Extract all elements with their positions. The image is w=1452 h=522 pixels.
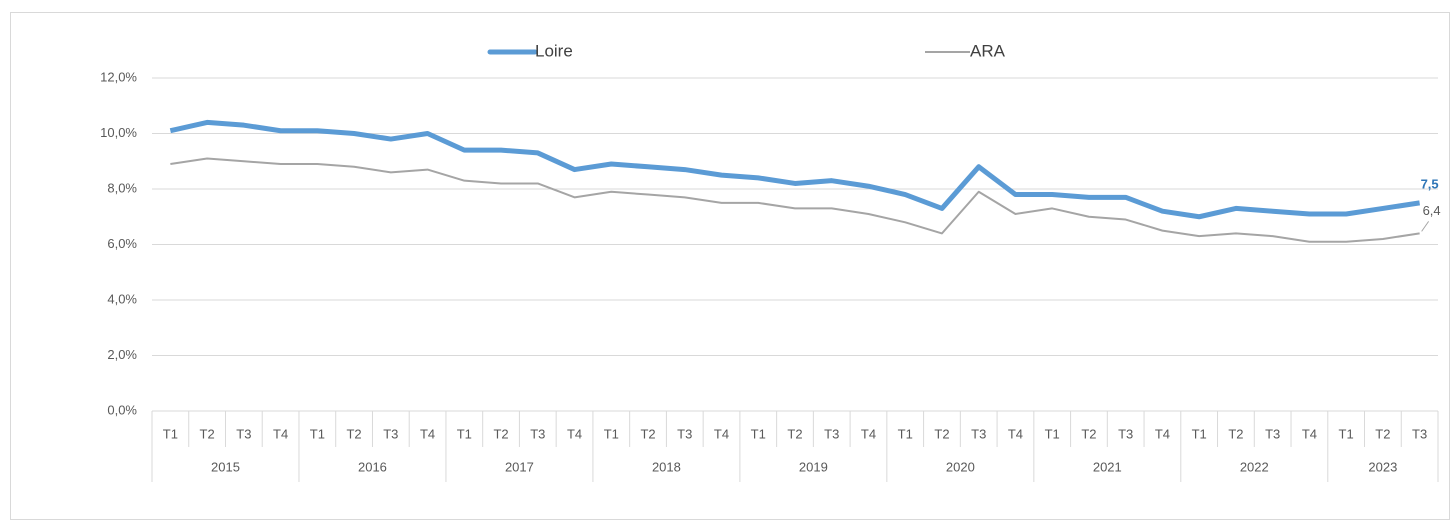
x-group-label: 2018 — [652, 459, 681, 474]
x-tick-label: T1 — [163, 426, 178, 441]
x-tick-label: T2 — [1228, 426, 1243, 441]
x-tick-label: T2 — [1081, 426, 1096, 441]
x-tick-label: T3 — [677, 426, 692, 441]
x-group-label: 2019 — [799, 459, 828, 474]
x-tick-label: T3 — [530, 426, 545, 441]
chart-border — [10, 12, 1450, 520]
y-tick-label: 6,0% — [107, 236, 137, 251]
x-tick-label: T4 — [861, 426, 876, 441]
x-tick-label: T1 — [310, 426, 325, 441]
data-label: 7,5 — [1421, 176, 1439, 191]
x-tick-label: T2 — [1375, 426, 1390, 441]
x-group-label: 2020 — [946, 459, 975, 474]
x-tick-label: T4 — [1155, 426, 1170, 441]
x-tick-label: T4 — [714, 426, 729, 441]
leader-line — [1421, 221, 1430, 232]
x-tick-label: T2 — [346, 426, 361, 441]
x-tick-label: T3 — [236, 426, 251, 441]
y-tick-label: 4,0% — [107, 291, 137, 306]
x-tick-label: T2 — [787, 426, 802, 441]
x-tick-label: T3 — [971, 426, 986, 441]
x-tick-label: T3 — [1412, 426, 1427, 441]
x-tick-label: T3 — [824, 426, 839, 441]
x-tick-label: T2 — [200, 426, 215, 441]
y-tick-label: 0,0% — [107, 402, 137, 417]
x-tick-label: T4 — [1302, 426, 1317, 441]
x-tick-label: T1 — [1192, 426, 1207, 441]
legend-label: Loire — [535, 41, 573, 60]
series-line — [170, 157, 1420, 243]
x-tick-label: T4 — [567, 426, 582, 441]
x-tick-label: T2 — [493, 426, 508, 441]
x-group-label: 2023 — [1368, 459, 1397, 474]
x-tick-label: T1 — [457, 426, 472, 441]
data-label: 6,4 — [1423, 203, 1441, 218]
x-group-label: 2021 — [1093, 459, 1122, 474]
x-tick-label: T2 — [934, 426, 949, 441]
x-tick-label: T3 — [383, 426, 398, 441]
x-group-label: 2015 — [211, 459, 240, 474]
y-tick-label: 2,0% — [107, 347, 137, 362]
x-tick-label: T1 — [751, 426, 766, 441]
series-line — [169, 119, 1421, 220]
x-tick-label: T1 — [604, 426, 619, 441]
x-tick-label: T1 — [1045, 426, 1060, 441]
y-tick-label: 12,0% — [100, 69, 137, 84]
x-tick-label: T4 — [273, 426, 288, 441]
x-tick-label: T3 — [1118, 426, 1133, 441]
x-group-label: 2016 — [358, 459, 387, 474]
y-tick-label: 10,0% — [100, 125, 137, 140]
legend-label: ARA — [970, 41, 1006, 60]
x-tick-label: T1 — [898, 426, 913, 441]
x-tick-label: T2 — [640, 426, 655, 441]
x-group-label: 2017 — [505, 459, 534, 474]
x-tick-label: T3 — [1265, 426, 1280, 441]
x-group-label: 2022 — [1240, 459, 1269, 474]
x-tick-label: T4 — [1008, 426, 1023, 441]
x-tick-label: T1 — [1339, 426, 1354, 441]
y-tick-label: 8,0% — [107, 180, 137, 195]
x-tick-label: T4 — [420, 426, 435, 441]
